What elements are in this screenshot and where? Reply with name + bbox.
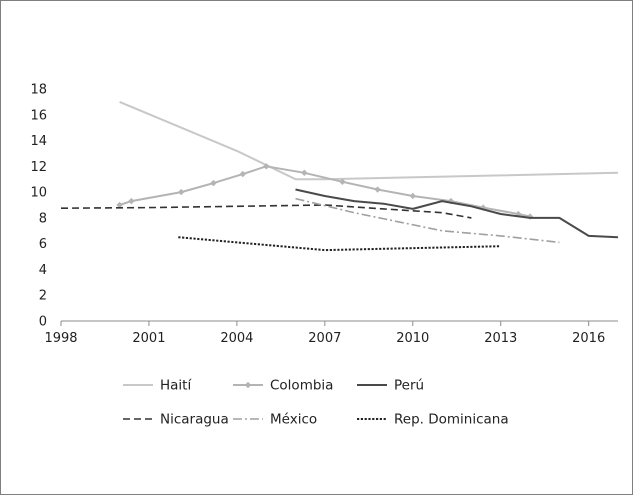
x-tick-label: 1998 <box>44 331 77 346</box>
series-line-mexico <box>295 197 560 244</box>
chart-series <box>60 100 619 252</box>
legend-item-colombia: Colombia <box>233 378 333 394</box>
series-colombia <box>116 163 534 220</box>
legend-marker <box>244 381 252 389</box>
y-tick-label: 0 <box>39 315 47 330</box>
series-line-colombia <box>119 165 531 218</box>
chart-legend: Haití Colombia Perú Nicaragua México Rep. Dom… <box>123 378 509 428</box>
y-tick-label: 14 <box>30 134 47 149</box>
series-peru <box>295 188 619 239</box>
legend-item-peru: Perú <box>357 378 424 394</box>
y-tick-label: 6 <box>39 237 47 252</box>
series-rep-dominicana <box>178 236 501 252</box>
y-tick-label: 16 <box>30 108 47 123</box>
x-tick-label: 2010 <box>396 331 429 346</box>
data-point-colombia <box>409 192 416 200</box>
data-point-colombia <box>239 170 246 178</box>
x-tick-label: 2007 <box>308 331 341 346</box>
y-tick-label: 4 <box>39 263 47 278</box>
data-point-colombia <box>177 188 185 196</box>
y-tick-label: 8 <box>39 211 47 226</box>
data-point-colombia <box>263 163 270 170</box>
data-point-colombia <box>374 186 381 193</box>
legend-item-mexico: México <box>233 412 317 428</box>
legend-label: México <box>270 412 317 428</box>
y-tick-label: 10 <box>30 186 47 201</box>
legend-label: Nicaragua <box>160 412 229 428</box>
series-haiti <box>119 100 619 181</box>
series-line-peru <box>295 188 619 239</box>
y-tick-label: 2 <box>39 289 47 304</box>
chart-axes: 0 2 4 6 8 10 12 14 16 18 1998 2001 2004 2007 2010 2013 2… <box>30 83 618 346</box>
data-point-colombia <box>339 178 346 185</box>
series-line-haiti <box>119 100 619 181</box>
legend-item-rep-dominicana: Rep. Dominicana <box>357 412 509 428</box>
data-point-colombia <box>301 169 308 176</box>
data-point-colombia <box>210 179 217 187</box>
series-line-nicaragua <box>60 204 472 219</box>
data-point-colombia <box>116 201 123 209</box>
series-line-rep-dominicana <box>178 236 501 252</box>
legend-label: Colombia <box>270 378 333 394</box>
legend-label: Perú <box>394 378 424 394</box>
x-tick-label: 2013 <box>484 331 517 346</box>
legend-item-haiti: Haití <box>123 378 192 394</box>
series-mexico <box>295 197 560 244</box>
data-point-colombia <box>128 197 135 205</box>
legend-label: Haití <box>160 378 192 394</box>
x-tick-label: 2004 <box>220 331 253 346</box>
legend-item-nicaragua: Nicaragua <box>123 412 229 428</box>
series-nicaragua <box>60 204 472 219</box>
x-tick-label: 2001 <box>132 331 165 346</box>
y-tick-label: 18 <box>30 83 47 98</box>
y-tick-label: 12 <box>30 160 47 175</box>
x-tick-label: 2016 <box>572 331 605 346</box>
legend-label: Rep. Dominicana <box>394 412 509 428</box>
